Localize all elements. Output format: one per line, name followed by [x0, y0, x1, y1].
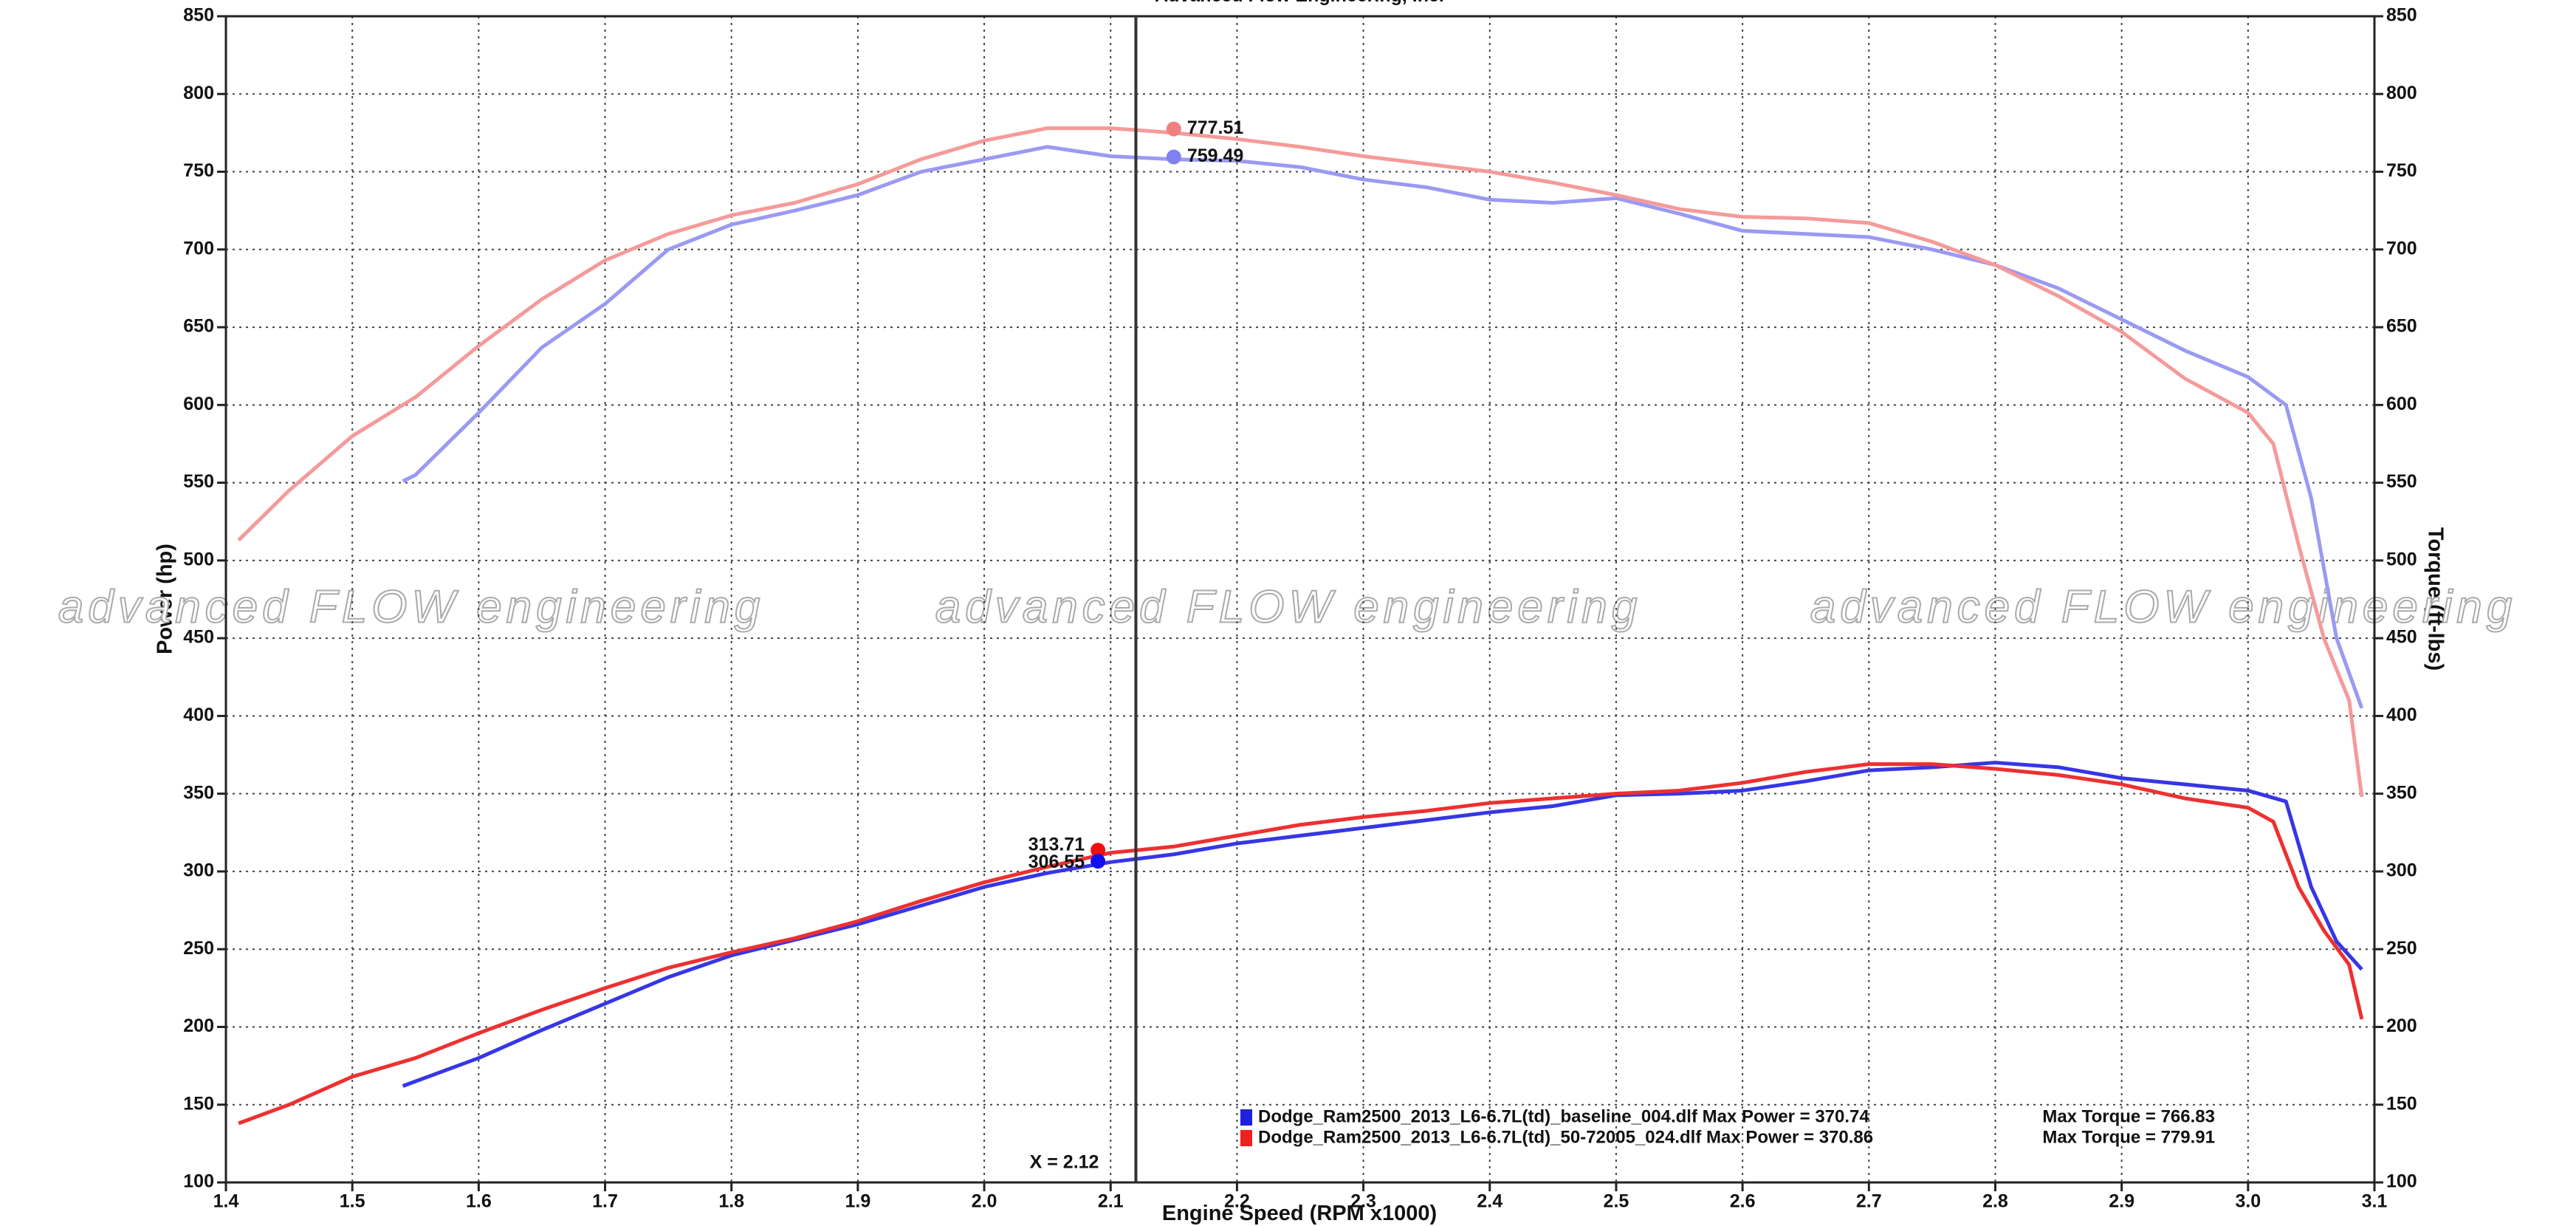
readout-dot: [1166, 121, 1181, 137]
x-tick-label: 1.8: [718, 1191, 744, 1212]
y2-tick-label: 450: [2386, 627, 2417, 648]
y-tick-label: 550: [183, 471, 214, 492]
y-axis-label: Power (hp): [154, 544, 177, 654]
readout-label: 306.55: [1028, 852, 1085, 872]
watermark: advanced FLOW engineering: [1810, 581, 2516, 632]
readout-dot: [1090, 854, 1106, 869]
x-tick-label: 2.8: [1982, 1191, 2008, 1212]
y-tick-label: 750: [183, 160, 214, 181]
y2-tick-label: 400: [2386, 705, 2417, 725]
y2-tick-label: 700: [2386, 238, 2417, 258]
y-tick-label: 650: [183, 316, 214, 337]
x-tick-label: 2.1: [1098, 1191, 1124, 1212]
x-tick-label: 2.3: [1350, 1191, 1376, 1212]
readout-label: 759.49: [1187, 145, 1243, 166]
y2-tick-label: 350: [2386, 782, 2417, 803]
series-line: [237, 126, 2364, 798]
x-tick-label: 1.6: [466, 1191, 492, 1212]
x-tick-label: 2.5: [1604, 1191, 1629, 1212]
x-tick-label: 2.7: [1856, 1191, 1882, 1212]
y2-tick-label: 200: [2386, 1016, 2417, 1036]
y2-tick-label: 300: [2386, 860, 2417, 881]
x-tick-label: 2.4: [1477, 1191, 1502, 1212]
legend-swatch: [1240, 1130, 1252, 1146]
x-tick-label: 2.6: [1730, 1191, 1756, 1212]
watermark-group: advanced FLOW engineering advanced FLOW …: [58, 581, 2516, 633]
legend-text: Dodge_Ram2500_2013_L6-6.7L(td)_baseline_…: [1258, 1106, 1869, 1126]
y2-tick-label: 150: [2386, 1093, 2417, 1114]
chart-title: Advanced Flow Engineering, Inc.: [1155, 0, 1444, 6]
y-tick-label: 250: [183, 938, 214, 959]
x-tick-label: 3.0: [2235, 1191, 2261, 1212]
readout-label: 313.71: [1028, 835, 1085, 855]
y2-tick-label: 600: [2386, 394, 2417, 414]
legend-text: Dodge_Ram2500_2013_L6-6.7L(td)_50-72005_…: [1258, 1127, 1873, 1147]
x-axis-label: Engine Speed (RPM x1000): [1162, 1202, 1437, 1225]
x-tick-label: 3.1: [2362, 1191, 2388, 1212]
y-tick-label: 800: [183, 83, 214, 103]
legend-torque: Max Torque = 766.83: [2042, 1106, 2215, 1126]
x-tick-label: 1.7: [592, 1191, 618, 1212]
y2-tick-label: 500: [2386, 549, 2417, 569]
y2-tick-label: 800: [2386, 83, 2417, 103]
y-tick-label: 100: [183, 1171, 214, 1192]
y-tick-label: 200: [183, 1016, 214, 1036]
y2-axis-label: Torque (ft-lbs): [2423, 527, 2447, 671]
y-tick-label: 600: [183, 394, 214, 414]
readout-dot: [1166, 149, 1181, 165]
x-tick-label: 2.9: [2109, 1191, 2134, 1212]
series-line: [402, 145, 2364, 709]
y-tick-label: 300: [183, 860, 214, 881]
y-tick-label: 150: [183, 1093, 214, 1114]
legend-swatch: [1240, 1109, 1252, 1126]
plot-frame: [224, 15, 2376, 1184]
y-tick-label: 850: [183, 5, 214, 26]
y2-tick-label: 750: [2386, 160, 2417, 181]
cursor-label: X = 2.12: [1030, 1152, 1099, 1173]
x-tick-label: 1.5: [340, 1191, 365, 1212]
series-line: [402, 761, 2363, 1088]
x-tick-label: 1.4: [213, 1191, 239, 1212]
y-tick-label: 700: [183, 238, 214, 258]
y-tick-label: 400: [183, 705, 214, 725]
readout-dot: [1090, 843, 1106, 858]
watermark: advanced FLOW engineering: [935, 581, 1641, 632]
y2-tick-label: 100: [2386, 1171, 2417, 1192]
x-tick-label: 1.9: [845, 1191, 870, 1212]
y2-tick-label: 650: [2386, 316, 2417, 337]
y2-tick-label: 850: [2386, 5, 2417, 26]
series-line: [238, 762, 2364, 1126]
y2-tick-label: 250: [2386, 938, 2417, 959]
y2-tick-label: 550: [2386, 471, 2417, 492]
y-tick-label: 500: [183, 549, 214, 569]
readout-label: 777.51: [1187, 117, 1244, 138]
x-tick-label: 2.2: [1224, 1191, 1250, 1212]
legend-torque: Max Torque = 779.91: [2042, 1127, 2215, 1147]
y-tick-label: 450: [183, 627, 214, 648]
y-tick-label: 350: [183, 782, 214, 803]
watermark: advanced FLOW engineering: [58, 581, 764, 632]
x-tick-label: 2.0: [972, 1191, 997, 1212]
